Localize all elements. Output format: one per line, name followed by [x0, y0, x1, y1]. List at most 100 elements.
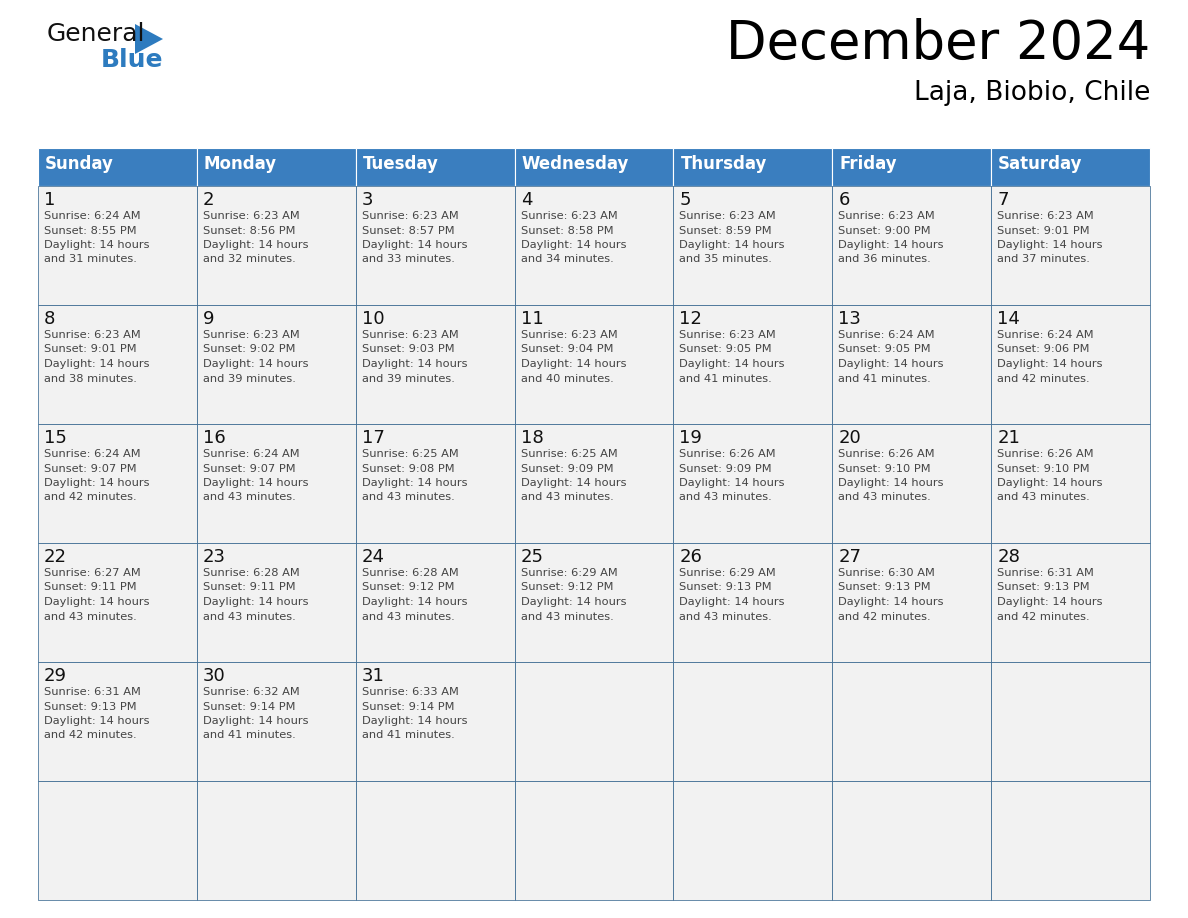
- Text: Daylight: 14 hours: Daylight: 14 hours: [520, 240, 626, 250]
- Text: Daylight: 14 hours: Daylight: 14 hours: [44, 716, 150, 726]
- Bar: [833, 781, 991, 900]
- Text: Daylight: 14 hours: Daylight: 14 hours: [203, 716, 309, 726]
- Text: and 33 minutes.: and 33 minutes.: [361, 254, 455, 264]
- Bar: [197, 186, 355, 305]
- Text: and 32 minutes.: and 32 minutes.: [203, 254, 296, 264]
- Text: and 43 minutes.: and 43 minutes.: [520, 492, 613, 502]
- Text: Daylight: 14 hours: Daylight: 14 hours: [680, 478, 785, 488]
- Text: 22: 22: [44, 548, 67, 566]
- Bar: [514, 186, 674, 305]
- Text: Daylight: 14 hours: Daylight: 14 hours: [680, 597, 785, 607]
- Text: Sunset: 9:01 PM: Sunset: 9:01 PM: [44, 344, 137, 354]
- Bar: [514, 148, 674, 186]
- Text: Sunset: 9:00 PM: Sunset: 9:00 PM: [839, 226, 931, 236]
- Text: Daylight: 14 hours: Daylight: 14 hours: [44, 359, 150, 369]
- Bar: [197, 543, 355, 662]
- Text: Sunset: 8:58 PM: Sunset: 8:58 PM: [520, 226, 613, 236]
- Text: Daylight: 14 hours: Daylight: 14 hours: [520, 597, 626, 607]
- Bar: [674, 424, 833, 543]
- Text: Daylight: 14 hours: Daylight: 14 hours: [361, 240, 467, 250]
- Text: Daylight: 14 hours: Daylight: 14 hours: [839, 240, 943, 250]
- Text: Daylight: 14 hours: Daylight: 14 hours: [997, 359, 1102, 369]
- Text: Sunrise: 6:31 AM: Sunrise: 6:31 AM: [44, 687, 141, 697]
- Text: Sunset: 8:57 PM: Sunset: 8:57 PM: [361, 226, 454, 236]
- Text: Sunset: 9:12 PM: Sunset: 9:12 PM: [361, 583, 454, 592]
- Text: Sunset: 9:13 PM: Sunset: 9:13 PM: [44, 701, 137, 711]
- Text: 1: 1: [44, 191, 56, 209]
- Text: 25: 25: [520, 548, 544, 566]
- Bar: [991, 186, 1150, 305]
- Bar: [355, 186, 514, 305]
- Bar: [991, 543, 1150, 662]
- Text: 6: 6: [839, 191, 849, 209]
- Text: Daylight: 14 hours: Daylight: 14 hours: [203, 597, 309, 607]
- Text: Daylight: 14 hours: Daylight: 14 hours: [44, 597, 150, 607]
- Text: General: General: [48, 22, 145, 46]
- Text: Sunrise: 6:23 AM: Sunrise: 6:23 AM: [361, 330, 459, 340]
- Text: and 43 minutes.: and 43 minutes.: [680, 611, 772, 621]
- Bar: [38, 424, 197, 543]
- Text: Sunset: 9:07 PM: Sunset: 9:07 PM: [44, 464, 137, 474]
- Text: Sunrise: 6:23 AM: Sunrise: 6:23 AM: [520, 211, 618, 221]
- Text: Daylight: 14 hours: Daylight: 14 hours: [361, 597, 467, 607]
- Bar: [355, 305, 514, 424]
- Text: Sunrise: 6:29 AM: Sunrise: 6:29 AM: [520, 568, 618, 578]
- Text: Daylight: 14 hours: Daylight: 14 hours: [203, 359, 309, 369]
- Text: and 38 minutes.: and 38 minutes.: [44, 374, 137, 384]
- Text: Daylight: 14 hours: Daylight: 14 hours: [997, 478, 1102, 488]
- Bar: [38, 662, 197, 781]
- Text: 11: 11: [520, 310, 543, 328]
- Bar: [355, 781, 514, 900]
- Text: Sunset: 9:13 PM: Sunset: 9:13 PM: [680, 583, 772, 592]
- Text: Daylight: 14 hours: Daylight: 14 hours: [680, 240, 785, 250]
- Bar: [674, 148, 833, 186]
- Text: and 43 minutes.: and 43 minutes.: [203, 492, 296, 502]
- Text: 8: 8: [44, 310, 56, 328]
- Bar: [514, 543, 674, 662]
- Bar: [833, 186, 991, 305]
- Text: Sunset: 9:03 PM: Sunset: 9:03 PM: [361, 344, 454, 354]
- Text: 19: 19: [680, 429, 702, 447]
- Text: Sunrise: 6:25 AM: Sunrise: 6:25 AM: [520, 449, 618, 459]
- Bar: [197, 662, 355, 781]
- Text: and 42 minutes.: and 42 minutes.: [997, 611, 1089, 621]
- Text: Daylight: 14 hours: Daylight: 14 hours: [680, 359, 785, 369]
- Text: Sunset: 9:05 PM: Sunset: 9:05 PM: [680, 344, 772, 354]
- Text: Sunset: 9:12 PM: Sunset: 9:12 PM: [520, 583, 613, 592]
- Text: and 42 minutes.: and 42 minutes.: [839, 611, 931, 621]
- Text: Sunrise: 6:26 AM: Sunrise: 6:26 AM: [997, 449, 1094, 459]
- Bar: [833, 305, 991, 424]
- Text: and 41 minutes.: and 41 minutes.: [361, 731, 455, 741]
- Text: and 42 minutes.: and 42 minutes.: [44, 731, 137, 741]
- Text: and 41 minutes.: and 41 minutes.: [839, 374, 931, 384]
- Text: Sunrise: 6:24 AM: Sunrise: 6:24 AM: [839, 330, 935, 340]
- Text: and 43 minutes.: and 43 minutes.: [680, 492, 772, 502]
- Text: Daylight: 14 hours: Daylight: 14 hours: [839, 359, 943, 369]
- Text: 2: 2: [203, 191, 214, 209]
- Text: 14: 14: [997, 310, 1020, 328]
- Bar: [991, 305, 1150, 424]
- Text: and 37 minutes.: and 37 minutes.: [997, 254, 1091, 264]
- Text: Sunrise: 6:24 AM: Sunrise: 6:24 AM: [997, 330, 1094, 340]
- Text: Daylight: 14 hours: Daylight: 14 hours: [361, 716, 467, 726]
- Text: and 43 minutes.: and 43 minutes.: [361, 492, 455, 502]
- Text: Sunset: 9:05 PM: Sunset: 9:05 PM: [839, 344, 931, 354]
- Text: 15: 15: [44, 429, 67, 447]
- Text: Sunset: 8:56 PM: Sunset: 8:56 PM: [203, 226, 296, 236]
- Text: 3: 3: [361, 191, 373, 209]
- Text: Sunrise: 6:23 AM: Sunrise: 6:23 AM: [839, 211, 935, 221]
- Bar: [991, 148, 1150, 186]
- Text: Sunday: Sunday: [45, 155, 114, 173]
- Text: Sunrise: 6:23 AM: Sunrise: 6:23 AM: [680, 330, 776, 340]
- Text: Sunrise: 6:27 AM: Sunrise: 6:27 AM: [44, 568, 140, 578]
- Text: 12: 12: [680, 310, 702, 328]
- Text: 13: 13: [839, 310, 861, 328]
- Text: and 36 minutes.: and 36 minutes.: [839, 254, 931, 264]
- Text: and 43 minutes.: and 43 minutes.: [361, 611, 455, 621]
- Text: Blue: Blue: [101, 48, 164, 72]
- Text: Daylight: 14 hours: Daylight: 14 hours: [997, 597, 1102, 607]
- Text: Sunset: 9:01 PM: Sunset: 9:01 PM: [997, 226, 1089, 236]
- Text: and 31 minutes.: and 31 minutes.: [44, 254, 137, 264]
- Text: Daylight: 14 hours: Daylight: 14 hours: [361, 359, 467, 369]
- Text: 7: 7: [997, 191, 1009, 209]
